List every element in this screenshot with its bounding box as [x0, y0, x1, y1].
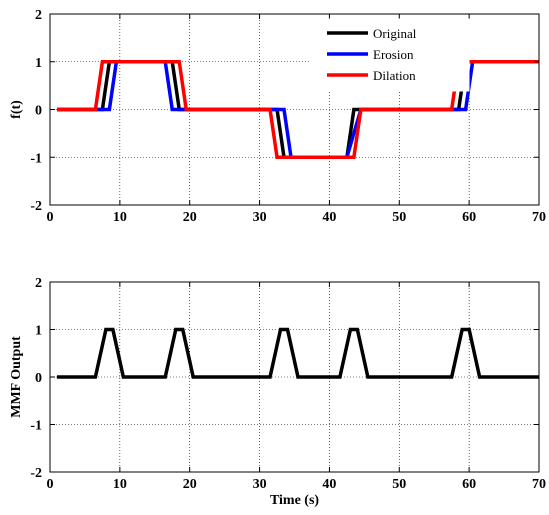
y-tick-label: 2 [35, 276, 42, 291]
y-tick-label: -2 [30, 466, 42, 481]
x-tick-label: 20 [183, 477, 197, 492]
legend: Original Erosion Dilation [309, 18, 470, 92]
y-tick-label: 1 [35, 324, 42, 339]
x-tick-label: 30 [253, 210, 267, 225]
series-line-dilation [56, 60, 539, 159]
x-tick-label: 10 [113, 477, 127, 492]
y-tick-label: -1 [30, 419, 42, 434]
y-tick-label: -2 [30, 199, 42, 214]
x-axis-label: Time (s) [270, 493, 319, 508]
subplot-2: 0 10 20 30 40 50 60 70 -2 -1 0 1 2 MMF Output Time (s) [9, 276, 546, 508]
y-tick-label: 1 [35, 56, 42, 71]
x-tick-label: 30 [253, 477, 267, 492]
y-axis-label: MMF Output [9, 336, 24, 418]
x-tick-label: 50 [392, 210, 406, 225]
y-tick-label: 0 [35, 371, 42, 386]
x-tick-label: 40 [322, 477, 336, 492]
y-tick-label: 0 [35, 104, 42, 119]
series-line-output [56, 327, 539, 379]
x-tick-label: 50 [392, 477, 406, 492]
x-tick-label: 20 [183, 210, 197, 225]
legend-label: Dilation [373, 68, 416, 83]
y-tick-label: 2 [35, 8, 42, 23]
x-tick-label: 70 [532, 477, 546, 492]
x-tick-label: 40 [322, 210, 336, 225]
legend-label: Original [373, 26, 417, 41]
x-tick-label: 60 [462, 477, 476, 492]
x-tick-label: 10 [113, 210, 127, 225]
y-axis-label: f(t) [9, 100, 24, 119]
series-line-original [56, 60, 539, 159]
x-tick-label: 70 [532, 210, 546, 225]
x-tick-label: 0 [47, 477, 54, 492]
y-tick-label: -1 [30, 151, 42, 166]
x-tick-label: 60 [462, 210, 476, 225]
x-tick-label: 0 [47, 210, 54, 225]
subplot-1: 0 10 20 30 40 50 60 70 -2 -1 0 1 2 f(t) Original Erosio… [9, 8, 546, 225]
legend-label: Erosion [373, 47, 414, 62]
